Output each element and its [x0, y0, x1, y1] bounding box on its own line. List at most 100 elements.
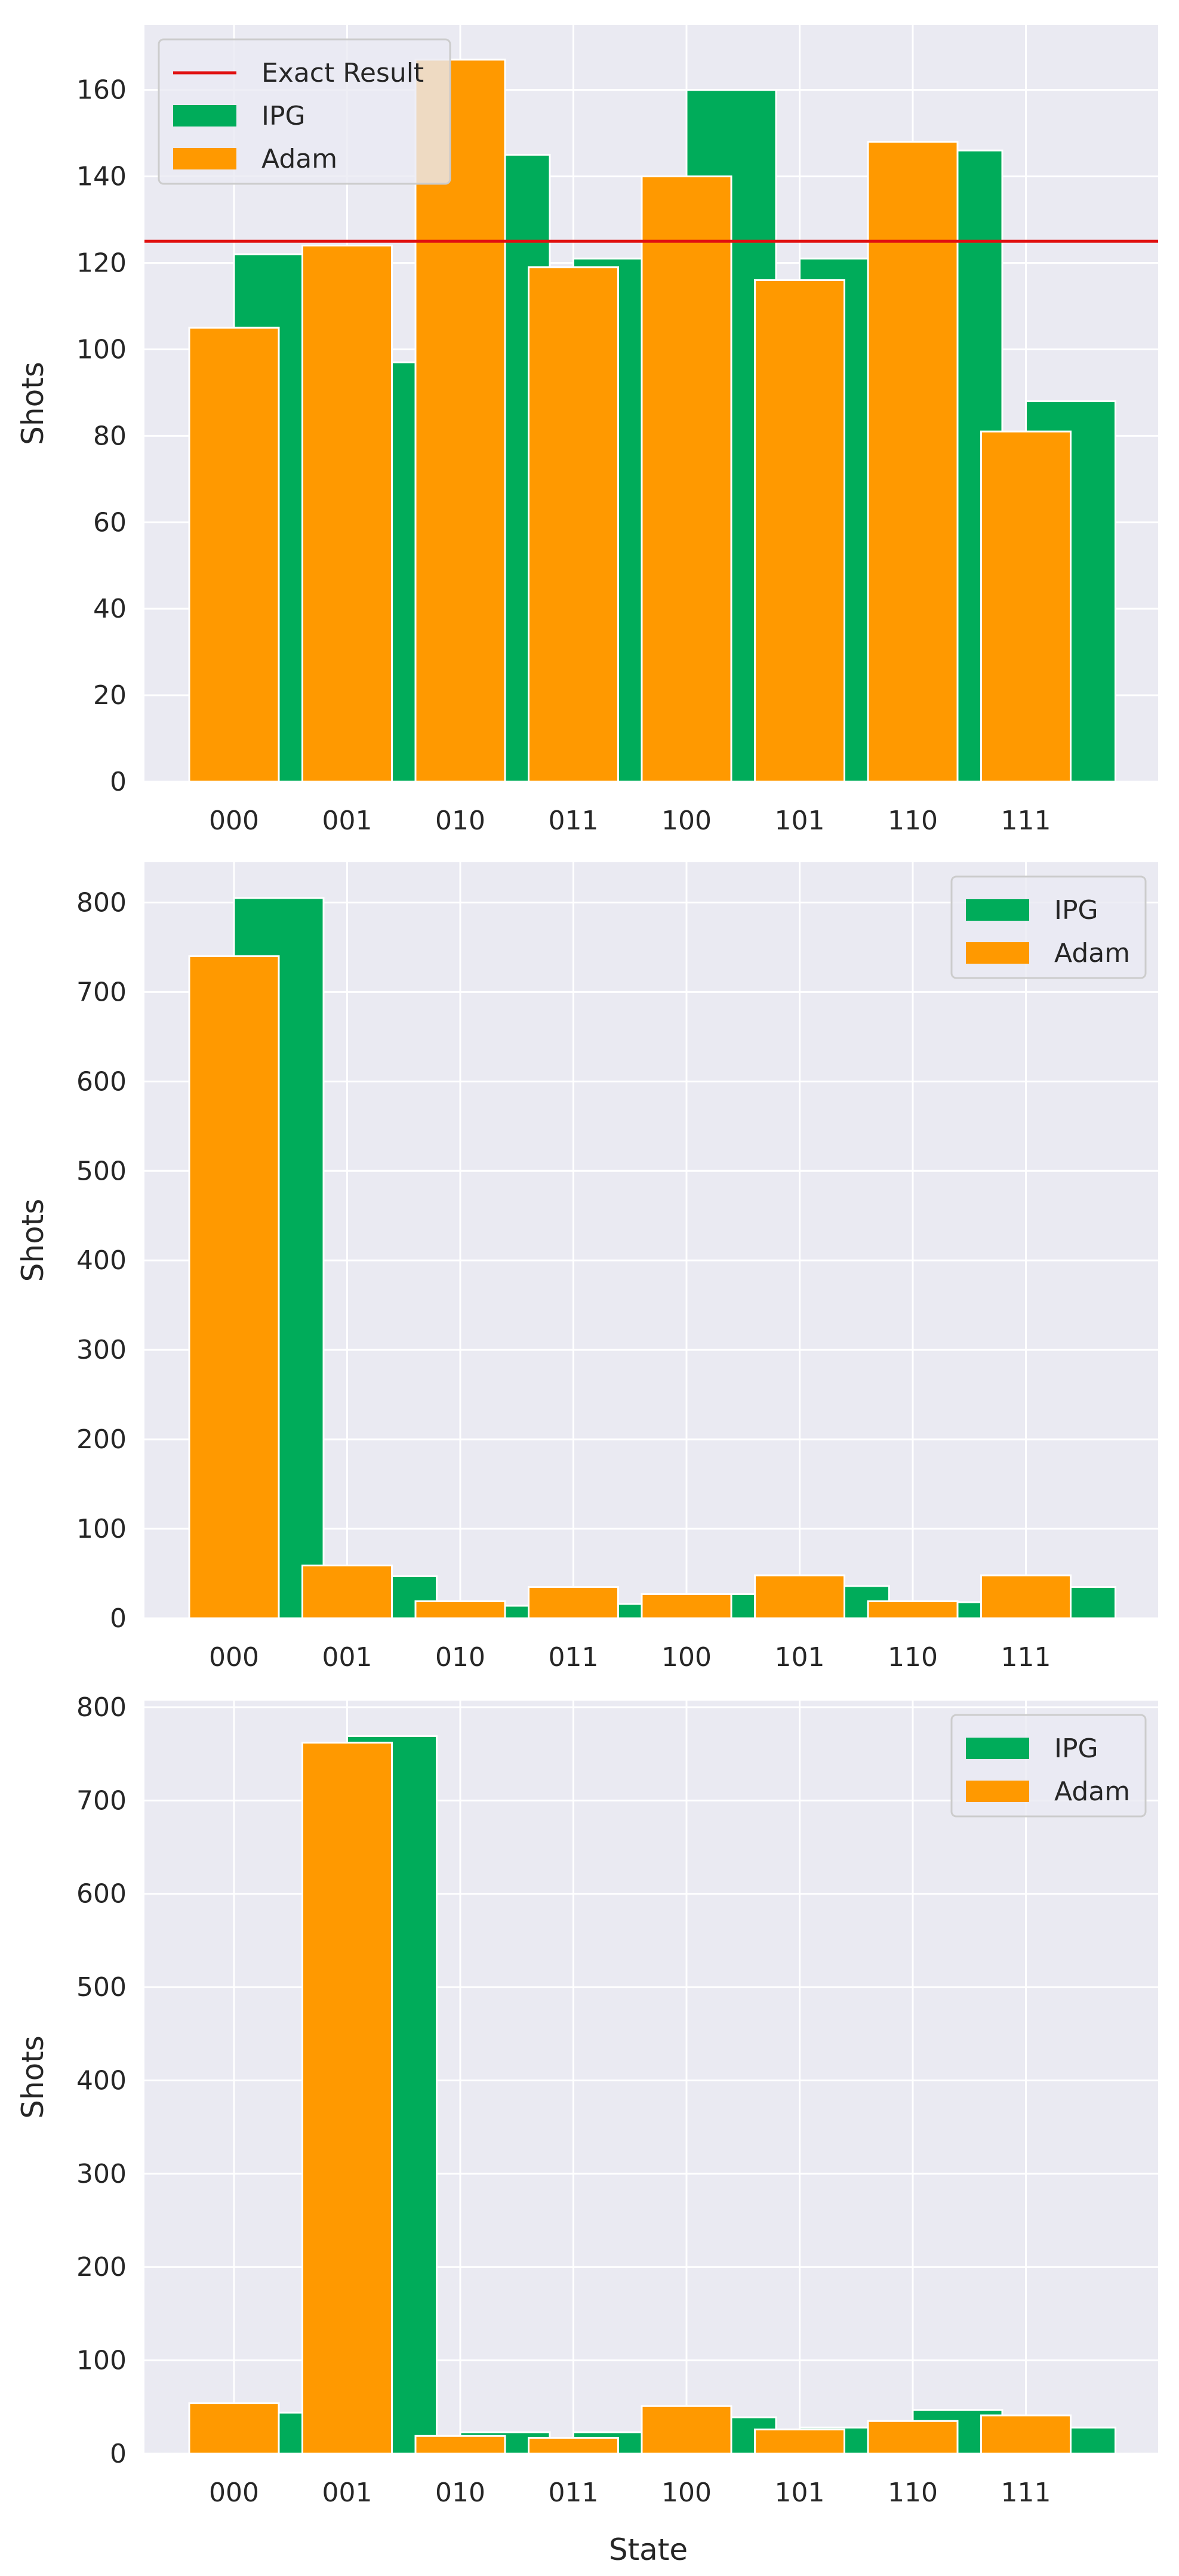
- y-tick-label: 80: [93, 421, 127, 451]
- legend-swatch-ipg: [966, 1738, 1029, 1759]
- legend: IPG Adam: [950, 875, 1147, 979]
- x-tick-label: 001: [322, 1642, 373, 1673]
- chart-panel-2: 0 100 200 300 400 500 600 700 800 000 001 010 011 100…: [16, 862, 1158, 1673]
- y-tick-label: 0: [110, 1603, 127, 1634]
- legend-label: Exact Result: [261, 58, 424, 88]
- x-tick-label: 001: [322, 806, 373, 836]
- x-tick-label: 110: [888, 806, 938, 836]
- y-tick-label: 160: [76, 75, 127, 106]
- bar-adam-011: [528, 1586, 619, 1619]
- legend-box: [158, 38, 451, 185]
- chart-panel-3: 0 100 200 300 400 500 600 700 800 000 001 010 011 100…: [16, 1692, 1158, 2567]
- bar-adam-101: [754, 279, 845, 783]
- bar-adam-100: [641, 175, 732, 783]
- y-tick-label: 200: [76, 1424, 127, 1455]
- y-tick-label: 800: [76, 1692, 127, 1723]
- legend: Exact Result IPG Adam: [158, 38, 451, 185]
- x-tick-label: 111: [1001, 2478, 1051, 2508]
- x-tick-label: 010: [435, 806, 485, 836]
- x-tick-label: 100: [661, 2478, 712, 2508]
- y-tick-label: 600: [76, 1066, 127, 1097]
- bar-adam-010: [414, 2435, 506, 2455]
- x-tick-label: 110: [888, 2478, 938, 2508]
- y-tick-label: 100: [76, 1514, 127, 1544]
- legend-swatch-ipg: [966, 899, 1029, 921]
- bar-adam-111: [980, 1574, 1072, 1619]
- bar-adam-000: [188, 2402, 280, 2455]
- bar-adam-010: [414, 1600, 506, 1619]
- legend-label: IPG: [1054, 895, 1098, 925]
- y-tick-label: 100: [76, 334, 127, 365]
- x-tick-label: 111: [1001, 1642, 1051, 1673]
- x-tick-label: 000: [209, 1642, 259, 1673]
- y-tick-label: 40: [93, 594, 127, 624]
- x-tick-label: 000: [209, 2478, 259, 2508]
- legend: IPG Adam: [950, 1714, 1147, 1818]
- legend-label: Adam: [1054, 938, 1130, 968]
- x-tick-label: 111: [1001, 806, 1051, 836]
- y-tick-label: 700: [76, 1785, 127, 1816]
- y-tick-label: 500: [76, 1156, 127, 1186]
- x-tick-label: 100: [661, 1642, 712, 1673]
- y-tick-label: 500: [76, 1972, 127, 2003]
- x-tick-label: 101: [775, 2478, 825, 2508]
- legend-swatch-adam: [966, 942, 1029, 964]
- y-tick-label: 300: [76, 1335, 127, 1365]
- bar-adam-011: [528, 2436, 619, 2455]
- y-axis-label: Shots: [16, 2035, 50, 2119]
- bar-adam-011: [528, 266, 619, 783]
- x-tick-label: 011: [549, 2478, 599, 2508]
- legend-label: Adam: [261, 144, 337, 174]
- y-tick-label: 400: [76, 1245, 127, 1276]
- y-tick-label: 60: [93, 507, 127, 538]
- x-tick-label: 100: [661, 806, 712, 836]
- x-tick-label: 011: [549, 806, 599, 836]
- legend-swatch-ipg: [173, 105, 236, 127]
- legend-swatch-adam: [173, 148, 236, 169]
- bar-adam-110: [867, 141, 959, 783]
- legend-swatch-adam: [966, 1781, 1029, 1802]
- y-tick-label: 0: [110, 767, 127, 797]
- x-tick-label: 001: [322, 2478, 373, 2508]
- bar-adam-001: [301, 1565, 393, 1619]
- y-tick-label: 400: [76, 2065, 127, 2096]
- y-tick-label: 800: [76, 887, 127, 918]
- legend-label: Adam: [1054, 1776, 1130, 1807]
- legend-label: IPG: [1054, 1733, 1098, 1764]
- x-axis-label: State: [609, 2532, 688, 2567]
- y-tick-label: 100: [76, 2346, 127, 2376]
- y-tick-label: 20: [93, 680, 127, 711]
- legend-label: IPG: [261, 101, 306, 131]
- y-axis-label: Shots: [16, 1199, 50, 1282]
- bar-adam-111: [980, 2414, 1072, 2455]
- y-tick-label: 700: [76, 977, 127, 1007]
- bar-adam-100: [641, 2405, 732, 2455]
- x-tick-label: 101: [775, 806, 825, 836]
- chart-panel-1: 0 20 40 60 80 100 120 140 160 000 001 010 011 100 101 1…: [16, 25, 1158, 836]
- bar-adam-100: [641, 1593, 732, 1619]
- x-tick-label: 000: [209, 806, 259, 836]
- y-tick-label: 120: [76, 248, 127, 279]
- bar-adam-111: [980, 430, 1072, 783]
- y-axis-label: Shots: [16, 362, 50, 445]
- bar-adam-101: [754, 1574, 845, 1619]
- y-tick-label: 0: [110, 2439, 127, 2469]
- bar-adam-101: [754, 2428, 845, 2455]
- y-tick-label: 200: [76, 2252, 127, 2282]
- bar-adam-000: [188, 955, 280, 1619]
- bar-adam-110: [867, 2420, 959, 2455]
- bar-adam-001: [301, 245, 393, 783]
- bar-adam-110: [867, 1600, 959, 1619]
- y-tick-label: 140: [76, 162, 127, 192]
- bar-adam-000: [188, 326, 280, 783]
- x-tick-label: 010: [435, 1642, 485, 1673]
- y-tick-label: 300: [76, 2159, 127, 2189]
- x-tick-label: 110: [888, 1642, 938, 1673]
- x-tick-label: 101: [775, 1642, 825, 1673]
- x-tick-label: 011: [549, 1642, 599, 1673]
- y-tick-label: 600: [76, 1879, 127, 1909]
- bar-adam-001: [301, 1741, 393, 2455]
- x-tick-label: 010: [435, 2478, 485, 2508]
